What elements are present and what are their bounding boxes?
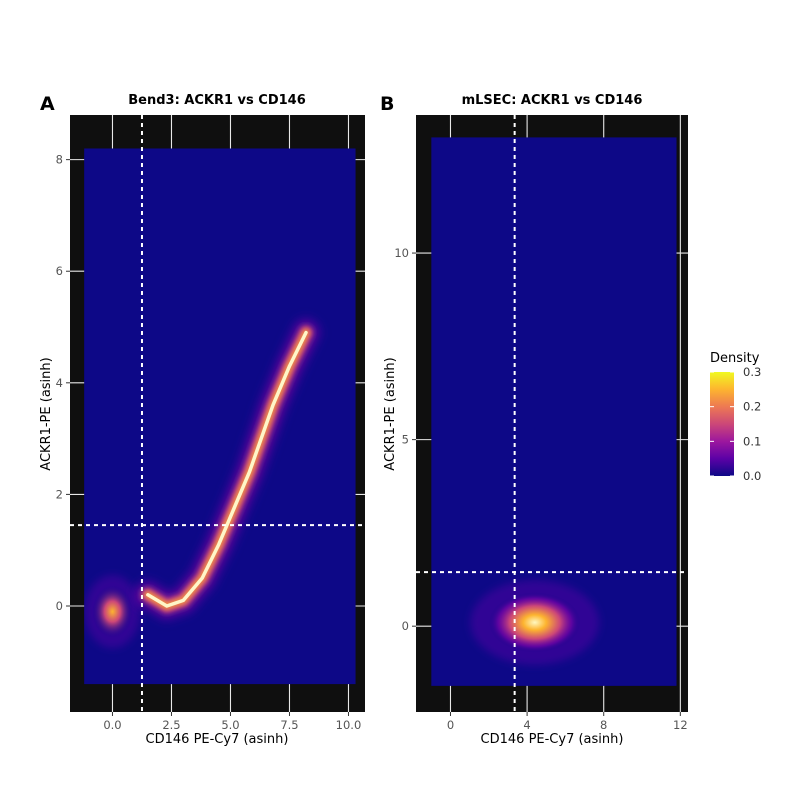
panel-b-letter: B — [380, 93, 394, 115]
panel-a-density-blob — [92, 585, 133, 638]
density-legend: Density 0.0 0.1 0.2 0.3 — [710, 351, 761, 483]
panel-b-x-axis-label: CD146 PE-Cy7 (asinh) — [481, 732, 624, 747]
panel-a-letter: A — [40, 93, 55, 115]
panel-b-x-tick-label: 4 — [523, 718, 530, 732]
panel-a-y-axis-label: ACKR1-PE (asinh) — [39, 357, 54, 470]
panel-b: B mLSEC: ACKR1 vs CD146 0 4 8 12 0 5 10 CD146… — [380, 93, 688, 747]
panel-a-x-tick-label: 10.0 — [336, 718, 362, 732]
panel-a-x-tick-label: 2.5 — [162, 718, 180, 732]
legend-colorbar — [710, 372, 734, 476]
panel-b-y-tick-label: 10 — [394, 246, 409, 260]
panel-b-x-tick-label: 12 — [673, 718, 688, 732]
panel-b-y-ticks: 0 5 10 — [394, 246, 416, 633]
panel-b-x-ticks: 0 4 8 12 — [447, 712, 688, 732]
panel-a-density-layer — [84, 315, 323, 648]
panel-b-density-layer — [470, 580, 600, 665]
panel-a-y-ticks: 0 2 4 6 8 — [56, 153, 70, 613]
panel-a-x-tick-label: 0.0 — [103, 718, 121, 732]
panel-a-y-tick-label: 4 — [56, 376, 63, 390]
panel-b-y-tick-label: 5 — [402, 433, 409, 447]
panel-a: A Bend3: ACKR1 vs CD146 0.0 2.5 5.0 7.5 10.0… — [39, 93, 365, 747]
panel-a-title: Bend3: ACKR1 vs CD146 — [128, 93, 306, 108]
panel-a-x-axis-label: CD146 PE-Cy7 (asinh) — [146, 732, 289, 747]
legend-tick-label: 0.1 — [743, 434, 761, 448]
panel-a-y-tick-label: 8 — [56, 153, 63, 167]
panel-b-title: mLSEC: ACKR1 vs CD146 — [462, 93, 643, 108]
panel-a-x-tick-label: 7.5 — [280, 718, 298, 732]
panel-a-y-tick-label: 6 — [56, 264, 63, 278]
panel-b-density-blob — [488, 592, 581, 653]
legend-ticks: 0.0 0.1 0.2 0.3 — [710, 365, 761, 483]
panel-a-y-tick-label: 0 — [56, 599, 63, 613]
panel-a-x-ticks: 0.0 2.5 5.0 7.5 10.0 — [103, 712, 361, 732]
legend-title: Density — [710, 351, 760, 366]
panel-a-y-tick-label: 2 — [56, 487, 63, 501]
legend-tick-label: 0.2 — [743, 400, 761, 414]
panel-b-x-tick-label: 8 — [600, 718, 607, 732]
panel-b-y-axis-label: ACKR1-PE (asinh) — [383, 357, 398, 470]
legend-tick-label: 0.0 — [743, 469, 761, 483]
panel-b-x-tick-label: 0 — [447, 718, 454, 732]
panel-a-x-tick-label: 5.0 — [221, 718, 239, 732]
legend-tick-label: 0.3 — [743, 365, 761, 379]
panel-b-y-tick-label: 0 — [402, 619, 409, 633]
panel-a-density-ridge — [146, 330, 308, 608]
